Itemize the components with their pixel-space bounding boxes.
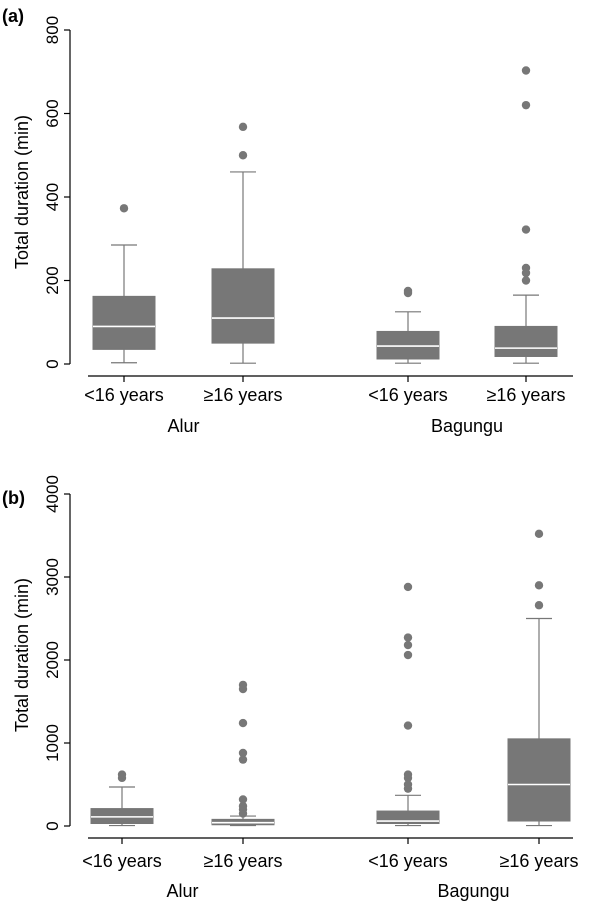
box-bagungu-under-16: <16 years	[368, 286, 448, 405]
y-tick-label: 400	[43, 183, 62, 211]
outlier-point	[521, 276, 531, 285]
box-alur-over-16: ≥16 years	[204, 122, 283, 405]
outlier-point	[403, 582, 413, 592]
outlier-point	[534, 529, 544, 539]
iqr-box	[92, 295, 156, 350]
outlier-point	[521, 100, 531, 110]
outlier-point	[119, 204, 129, 213]
outlier-point	[238, 718, 248, 728]
box-bagungu-over-16: ≥16 years	[487, 66, 566, 405]
box-alur-under-16: <16 years	[82, 770, 162, 871]
outlier-point	[403, 286, 413, 296]
group-label-bagungu: Bagungu	[437, 881, 509, 901]
y-tick-label: 2000	[43, 641, 62, 679]
outlier-point	[521, 225, 531, 234]
y-tick-label: 1000	[43, 724, 62, 762]
category-label: ≥16 years	[500, 851, 579, 871]
chart-panel-a: (a) 0 200 400 600 800 Total duration (min) <16 …	[2, 6, 573, 436]
category-label: <16 years	[368, 851, 448, 871]
category-label: <16 years	[368, 385, 448, 405]
outlier-point	[238, 801, 248, 811]
outlier-point	[238, 680, 248, 690]
outlier-point	[117, 770, 127, 779]
outlier-point	[403, 633, 413, 642]
outlier-point	[534, 581, 544, 590]
chart-panel-b: (b) 0 1000 2000 3000 4000 Total duration (min)…	[2, 475, 578, 901]
outlier-point	[403, 770, 413, 779]
group-label-alur: Alur	[166, 881, 198, 901]
iqr-box	[211, 268, 275, 344]
outlier-point	[403, 721, 413, 730]
y-tick-label: 3000	[43, 558, 62, 596]
outlier-point	[238, 795, 248, 804]
panel-label: (a)	[2, 6, 24, 26]
outlier-point	[403, 650, 413, 660]
y-axis-title: Total duration (min)	[12, 578, 32, 732]
outlier-point	[238, 755, 248, 764]
y-axis-title: Total duration (min)	[12, 115, 32, 269]
box-alur-under-16: <16 years	[84, 204, 164, 405]
box-alur-over-16: ≥16 years	[204, 680, 283, 871]
outlier-point	[238, 748, 248, 758]
category-label: <16 years	[84, 385, 164, 405]
outlier-point	[521, 66, 531, 75]
outlier-point	[238, 151, 248, 160]
iqr-box	[494, 325, 558, 357]
iqr-box	[376, 330, 440, 360]
category-label: ≥16 years	[204, 851, 283, 871]
outlier-point	[521, 263, 531, 273]
outlier-point	[403, 640, 413, 650]
box-bagungu-over-16: ≥16 years	[500, 529, 579, 871]
category-label: ≥16 years	[204, 385, 283, 405]
y-tick-label: 200	[43, 266, 62, 294]
box-bagungu-under-16: <16 years	[368, 582, 448, 871]
outlier-point	[238, 122, 248, 132]
iqr-box	[90, 808, 154, 825]
iqr-box	[507, 738, 571, 822]
y-tick-label: 0	[43, 359, 62, 368]
y-tick-label: 600	[43, 99, 62, 127]
group-label-bagungu: Bagungu	[431, 416, 503, 436]
y-tick-label: 800	[43, 16, 62, 44]
outlier-point	[403, 780, 413, 789]
y-tick-label: 4000	[43, 475, 62, 513]
category-label: <16 years	[82, 851, 162, 871]
category-label: ≥16 years	[487, 385, 566, 405]
panel-label: (b)	[2, 488, 25, 508]
y-tick-label: 0	[43, 821, 62, 830]
group-label-alur: Alur	[167, 416, 199, 436]
outlier-point	[534, 601, 544, 610]
